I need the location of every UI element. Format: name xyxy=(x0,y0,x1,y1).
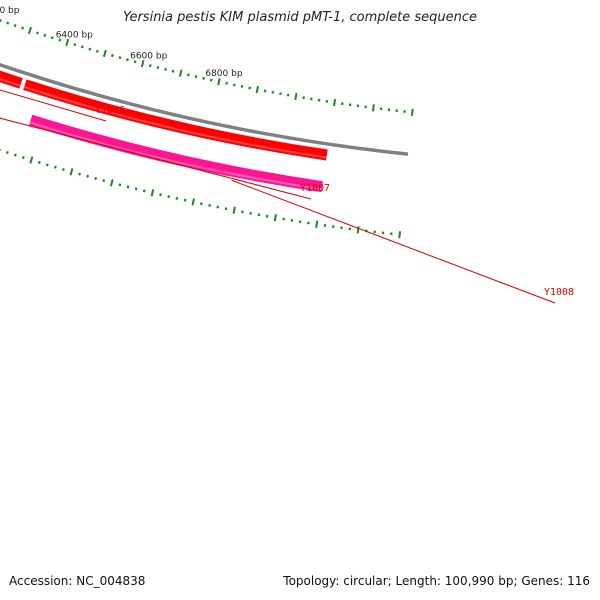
outer-tick xyxy=(200,202,203,206)
outer-tick xyxy=(142,189,146,193)
outer-tick xyxy=(102,179,106,183)
gene-label-y1006: Y1006 xyxy=(95,105,125,116)
inner-tick xyxy=(6,21,10,25)
inner-tick xyxy=(50,36,54,40)
outer-tick xyxy=(109,179,114,187)
inner-tick xyxy=(0,19,2,23)
inner-tick xyxy=(102,49,107,58)
outer-tick xyxy=(21,156,25,160)
outer-tick xyxy=(29,156,34,164)
inner-tick xyxy=(164,67,167,71)
outer-tick xyxy=(62,168,65,172)
inner-tick xyxy=(232,83,236,87)
outer-tick xyxy=(118,183,122,187)
inner-tick xyxy=(13,24,17,28)
accession-label: Accession: NC_004838 xyxy=(9,574,146,588)
inner-tick xyxy=(88,47,92,51)
inner-tick xyxy=(333,98,337,107)
outer-tick xyxy=(126,185,130,189)
outer-tick xyxy=(191,198,195,206)
bp-label: 6200 bp xyxy=(0,6,20,16)
outer-tick xyxy=(315,220,319,228)
gene-callouts: Y1006 Y1007 Y1008 xyxy=(0,89,574,304)
outer-tick xyxy=(175,196,179,200)
outer-tick xyxy=(45,163,49,167)
outer-tick xyxy=(78,172,81,176)
outer-tick xyxy=(356,226,360,234)
inner-tick xyxy=(187,73,190,77)
inner-tick xyxy=(58,38,62,42)
outer-tick xyxy=(53,165,57,169)
outer-tick xyxy=(150,189,155,197)
outer-tick-marks xyxy=(0,148,402,239)
inner-tick xyxy=(27,26,33,35)
outer-tick xyxy=(69,168,74,176)
inner-tick xyxy=(140,60,145,68)
inner-tick xyxy=(126,58,129,62)
inner-tick xyxy=(371,104,375,112)
plasmid-backbone xyxy=(0,62,409,156)
inner-tick xyxy=(294,92,298,101)
inner-tick xyxy=(35,31,39,35)
gene-label-y1008: Y1008 xyxy=(544,287,574,298)
inner-tick xyxy=(43,33,47,37)
inner-tick xyxy=(21,26,24,30)
callout-line-y1008 xyxy=(231,179,556,304)
topology-info: Topology: circular; Length: 100,990 bp; … xyxy=(283,574,590,588)
gene-label-y1007: Y1007 xyxy=(300,183,330,194)
inner-tick xyxy=(225,81,228,85)
inner-tick xyxy=(65,38,70,47)
inner-tick xyxy=(217,78,221,86)
callout-line-y1006 xyxy=(0,89,107,122)
outer-tick xyxy=(13,153,17,157)
outer-tick xyxy=(398,231,402,239)
inner-tick xyxy=(156,66,160,70)
outer-tick xyxy=(159,193,162,197)
inner-tick xyxy=(80,45,84,49)
outer-gene-track xyxy=(29,114,324,193)
backbone-arc xyxy=(0,62,409,156)
outer-tick xyxy=(86,174,89,178)
inner-tick xyxy=(111,54,114,58)
inner-gene-highlight xyxy=(0,77,21,87)
inner-tick-marks xyxy=(0,19,414,116)
inner-gene-highlight xyxy=(23,86,327,159)
inner-tick xyxy=(118,56,122,60)
map-title: Yersinia pestis KIM plasmid pMT-1, compl… xyxy=(122,10,478,25)
inner-tick xyxy=(255,85,259,94)
outer-tick xyxy=(5,150,9,155)
inner-gene-segment-3 xyxy=(23,79,328,161)
inner-tick xyxy=(171,69,175,73)
inner-tick xyxy=(410,108,414,116)
inner-gene-track xyxy=(0,70,328,161)
gene-arc-highlight xyxy=(29,121,322,191)
inner-tick xyxy=(194,75,198,79)
inner-gene-segment-2 xyxy=(0,70,23,89)
inner-tick xyxy=(178,69,183,77)
gene-arc-y1008 xyxy=(29,114,324,193)
inner-tick xyxy=(148,64,152,68)
inner-tick xyxy=(202,76,205,80)
outer-tick xyxy=(134,187,138,191)
outer-tick xyxy=(273,214,277,222)
inner-tick xyxy=(209,78,213,82)
inner-tick xyxy=(73,43,77,47)
outer-tick xyxy=(232,206,236,214)
outer-tick xyxy=(94,176,98,180)
bp-label: 6800 bp xyxy=(205,69,242,79)
bp-label: 6400 bp xyxy=(56,30,93,40)
outer-tick xyxy=(208,203,211,207)
outer-tick xyxy=(183,198,187,202)
outer-tick xyxy=(167,195,171,199)
outer-tick xyxy=(37,160,41,164)
callout-line-y1007 xyxy=(0,117,312,200)
inner-tick xyxy=(95,49,99,53)
inner-tick xyxy=(133,60,137,64)
bp-label: 6600 bp xyxy=(130,51,167,61)
